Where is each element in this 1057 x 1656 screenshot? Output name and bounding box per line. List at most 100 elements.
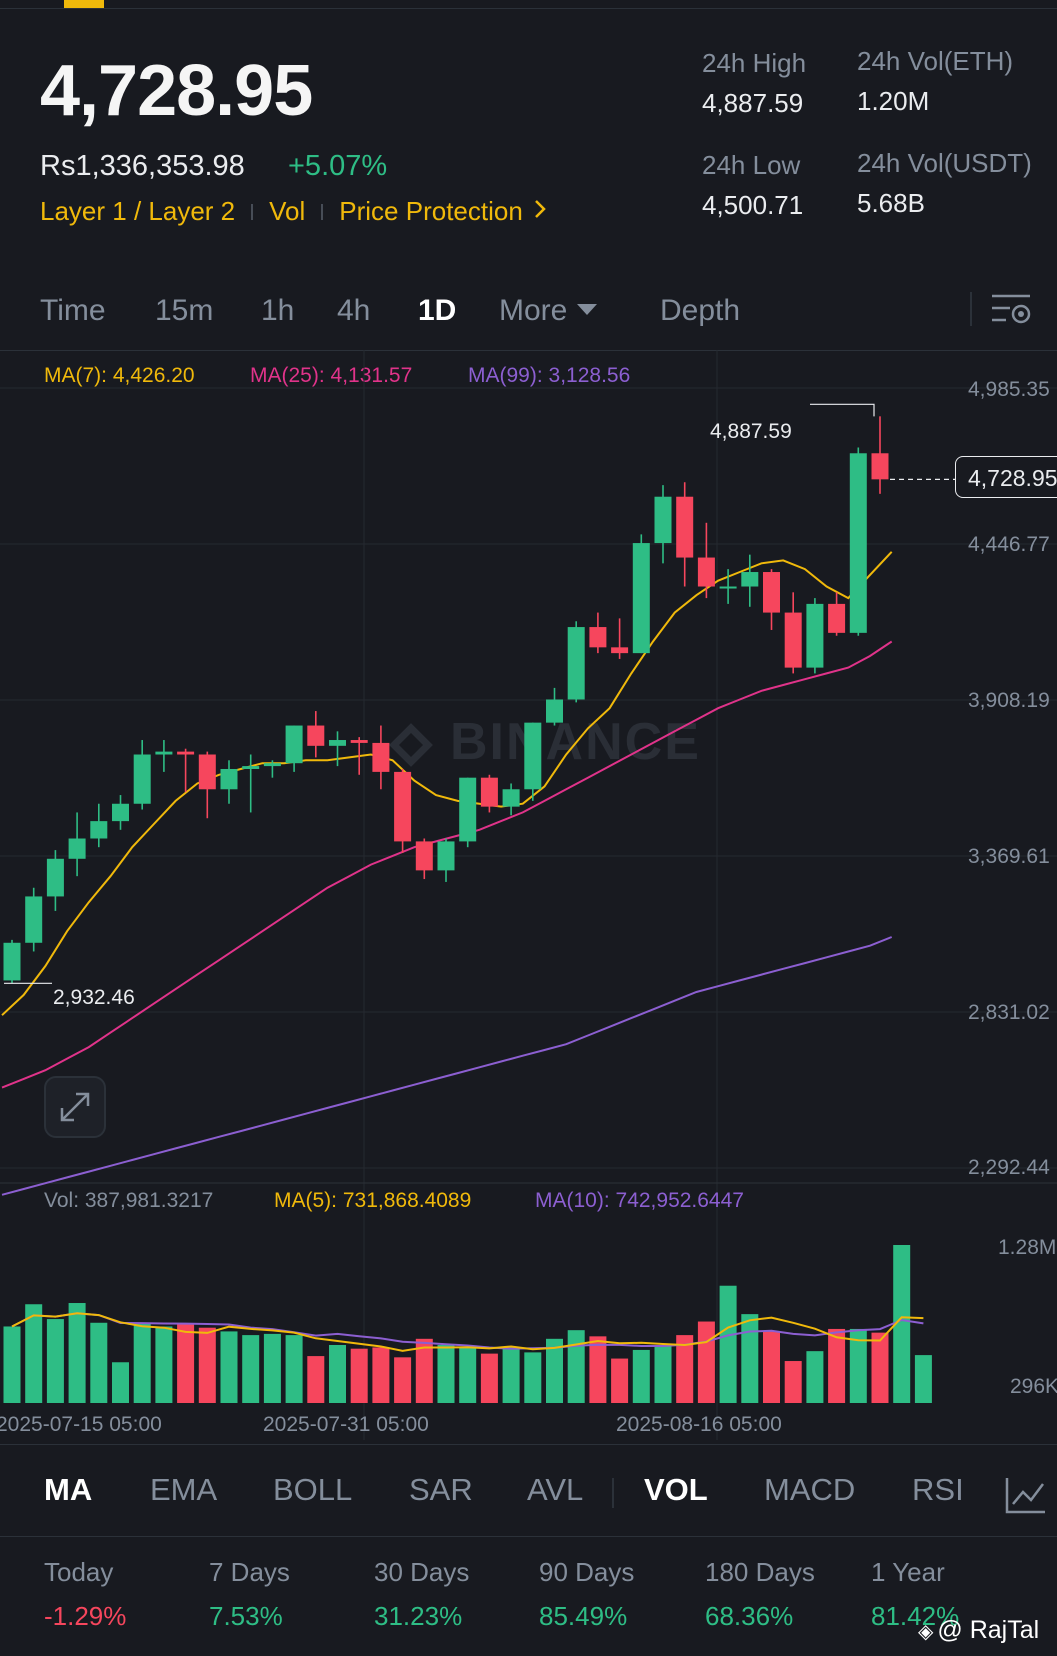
indicator-tab-vol[interactable]: VOL <box>644 1472 708 1507</box>
indicator-bottom-divider <box>0 1536 1057 1537</box>
price-axis-label: 4,446.77 <box>968 533 1050 556</box>
candle-up <box>437 841 455 871</box>
candle-up <box>329 740 346 746</box>
candle-up <box>654 496 672 544</box>
perf-label-1y: 1 Year <box>871 1557 945 1587</box>
vol-ma10-legend: MA(10): 742,952.6447 <box>535 1189 744 1212</box>
chart-settings-icon[interactable] <box>990 290 1034 335</box>
candle-up <box>285 725 303 764</box>
tag-separator <box>321 203 324 220</box>
tag-vol[interactable]: Vol <box>269 196 306 226</box>
volume-bar-up <box>437 1344 455 1403</box>
candle-up <box>242 766 260 769</box>
chart-bottom-divider <box>0 1444 1057 1445</box>
time-axis-label: 2025-07-15 05:00 <box>0 1413 162 1436</box>
candle-up <box>263 763 281 767</box>
candle-up <box>806 603 824 668</box>
candle-up <box>25 896 43 943</box>
volume-bar-up <box>893 1245 911 1403</box>
indicator-tab-sar[interactable]: SAR <box>409 1472 473 1507</box>
stat-vol-eth-value: 1.20M <box>857 86 930 116</box>
stat-low-value: 4,500.71 <box>702 190 804 220</box>
credit-text: @ RajTal <box>937 1616 1040 1644</box>
candle-up <box>133 754 151 804</box>
candle-up <box>632 543 650 654</box>
binance-watermark: BINANCE <box>380 712 701 776</box>
volume-bar-up <box>3 1326 21 1403</box>
stat-vol-usdt-value: 5.68B <box>857 188 925 218</box>
tag-layer[interactable]: Layer 1 / Layer 2 <box>40 196 236 226</box>
volume-bar-down <box>198 1327 216 1403</box>
ma99-line <box>1 936 893 1196</box>
perf-label-today: Today <box>44 1557 114 1587</box>
indicator-tab-macd[interactable]: MACD <box>764 1472 856 1507</box>
volume-bar-down <box>307 1356 325 1403</box>
stat-low-label: 24h Low <box>702 150 801 180</box>
price-chart[interactable] <box>0 350 1057 1440</box>
candle-up <box>849 453 867 633</box>
indicator-tab-ema[interactable]: EMA <box>150 1472 218 1507</box>
volume-bar-up <box>632 1349 650 1403</box>
binance-logo-icon <box>389 723 433 768</box>
volume-bar-down <box>480 1353 498 1403</box>
tab-1d[interactable]: 1D <box>418 294 457 327</box>
volume-bar-up <box>242 1335 260 1403</box>
chart-top-divider <box>0 350 1057 351</box>
volume-bar-up <box>155 1326 173 1403</box>
volume-bar-up <box>133 1324 151 1403</box>
candle-down <box>828 603 846 633</box>
volume-bar-down <box>589 1336 607 1403</box>
tabs-divider <box>970 292 972 326</box>
tab-4h[interactable]: 4h <box>337 294 371 327</box>
volume-bar-up <box>90 1322 108 1403</box>
perf-value-today: -1.29% <box>44 1601 127 1631</box>
indicator-settings-icon[interactable] <box>1005 1476 1049 1521</box>
candle-up <box>719 586 737 589</box>
perf-label-180d: 180 Days <box>705 1557 815 1587</box>
tag-price-protection[interactable]: Price Protection <box>339 196 523 226</box>
stat-high-label: 24h High <box>702 48 807 78</box>
expand-chart-button[interactable] <box>44 1076 106 1138</box>
tab-more[interactable]: More <box>499 294 598 328</box>
volume-bar-up <box>546 1338 563 1403</box>
candle-down <box>177 751 195 755</box>
top-divider <box>0 8 1057 9</box>
indicator-tab-boll[interactable]: BOLL <box>273 1472 353 1507</box>
candle-down <box>415 841 433 871</box>
perf-value-180d: 68.36% <box>705 1601 794 1631</box>
tab-depth[interactable]: Depth <box>660 294 741 327</box>
price-axis-label: 4,985.35 <box>968 378 1050 401</box>
indicator-divider <box>612 1478 614 1508</box>
indicator-tab-ma[interactable]: MA <box>44 1472 93 1507</box>
chevron-right-icon[interactable] <box>533 196 547 227</box>
fiat-price: Rs1,336,353.98 <box>40 150 245 182</box>
candle-up <box>155 751 173 755</box>
tag-row: Layer 1 / Layer 2 Vol Price Protection <box>40 196 547 227</box>
candle-up <box>220 768 238 790</box>
vol-axis-label: 296K <box>1010 1375 1057 1398</box>
candle-down <box>394 771 412 842</box>
volume-bar-up <box>285 1335 303 1403</box>
tab-15m[interactable]: 15m <box>155 294 214 327</box>
high-marker-line <box>810 403 875 417</box>
price-axis-label: 2,831.02 <box>968 1001 1050 1024</box>
candle-up <box>546 699 563 723</box>
perf-value-30d: 31.23% <box>374 1601 463 1631</box>
volume-bar-up <box>719 1285 737 1403</box>
candle-up <box>741 572 759 587</box>
top-accent-bar <box>64 0 104 8</box>
ma25-line <box>1 640 893 1089</box>
tab-1h[interactable]: 1h <box>261 294 295 327</box>
low-marker-label: 2,932.46 <box>53 986 135 1009</box>
perf-label-30d: 30 Days <box>374 1557 470 1587</box>
indicator-tab-rsi[interactable]: RSI <box>912 1472 964 1507</box>
volume-bar-down <box>177 1324 195 1403</box>
candle-down <box>871 453 889 480</box>
indicator-tab-avl[interactable]: AVL <box>527 1472 584 1507</box>
volume-bar-down <box>676 1335 694 1403</box>
perf-value-1y: 81.42% <box>871 1601 960 1631</box>
credit-watermark: ◈ @ RajTal <box>918 1616 1039 1645</box>
tab-time[interactable]: Time <box>40 294 106 327</box>
candle-up <box>3 942 21 981</box>
candle-up <box>524 722 542 790</box>
